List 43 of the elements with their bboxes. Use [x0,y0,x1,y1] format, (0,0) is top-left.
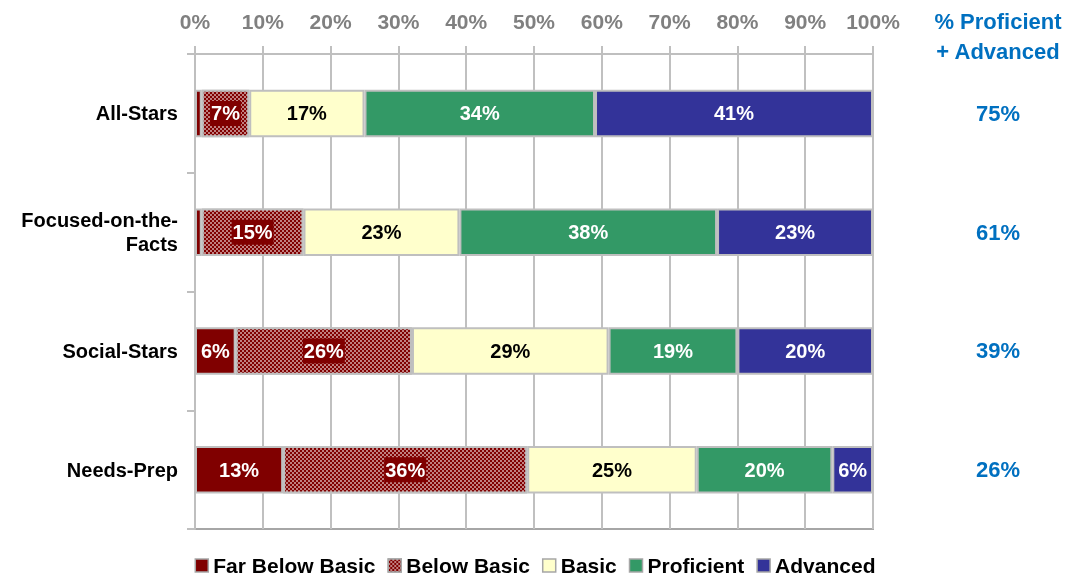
legend-label: Far Below Basic [213,554,376,577]
data-label: 23% [775,221,816,244]
legend-label: Proficient [647,554,745,577]
data-label: 41% [713,102,755,125]
data-label: 17% [286,102,328,125]
x-tick-label: 80% [716,10,759,33]
data-label: 34% [459,102,500,125]
data-label: 36% [385,458,426,481]
legend-label: Below Basic [406,554,531,577]
x-tick-label: 20% [309,10,352,33]
text: 61% [975,219,1021,245]
x-tick-label: 30% [377,10,420,33]
text: 39% [975,338,1021,364]
x-tick-label: 10% [241,10,285,33]
y-tick-label: Social-Stars [62,339,178,362]
text: % Proficient + Advanced [934,8,1063,64]
data-label: 15% [232,221,273,244]
y-tick-label: Focused-on-the-Facts [21,209,178,256]
data-label: 7% [211,102,241,125]
data-label: 23% [361,221,402,244]
x-tick-label: 0% [179,10,211,33]
x-tick-label: 50% [512,10,556,33]
data-label: 38% [568,221,609,244]
text: 75% [975,100,1021,126]
legend-label: Advanced [775,554,876,577]
x-tick-label: 40% [445,10,488,33]
data-label: 6% [200,339,231,362]
y-tick-label: All-Stars [95,102,178,125]
data-label: 25% [591,458,633,481]
data-label: 26% [303,339,345,362]
x-tick-label: 70% [648,10,691,33]
y-tick-label: Needs-Prep [66,458,178,481]
data-label: 6% [838,458,868,481]
legend-label: Basic [560,554,618,577]
text: 26% [975,457,1021,483]
x-tick-label: 90% [784,10,827,33]
x-tick-label: 100% [846,10,901,33]
data-label: 19% [652,339,694,362]
x-tick-label: 60% [580,10,624,33]
data-label: 13% [219,458,260,481]
data-label: 20% [785,339,826,362]
data-label: 29% [490,339,531,362]
data-label: 20% [744,458,785,481]
